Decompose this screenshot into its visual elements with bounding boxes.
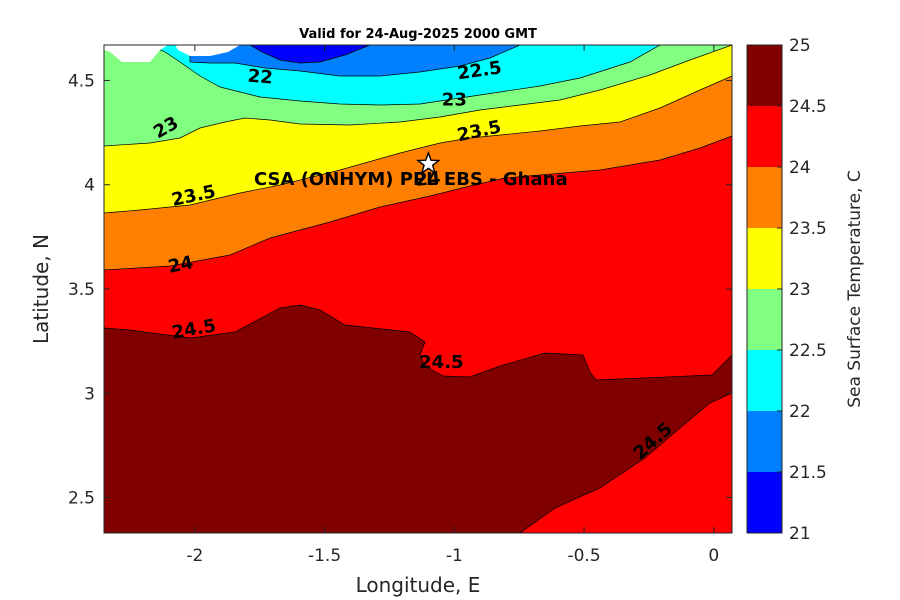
y-tick-label: 3: [84, 384, 95, 404]
x-tick-label: 0: [708, 546, 719, 566]
x-tick-label: -2: [186, 546, 203, 566]
y-tick-label: 2.5: [68, 489, 95, 509]
colorbar-tick-label: 24.5: [789, 97, 827, 117]
contour-label: 24.5: [419, 352, 463, 373]
site-marker: CSA (ONHYM) PPL EBS - Ghana: [254, 150, 568, 190]
colorbar-tick-label: 23.5: [789, 219, 827, 239]
star-icon: [415, 150, 441, 175]
y-tick-label: 3.5: [68, 280, 95, 300]
contour-label: 23: [442, 89, 467, 110]
x-tick-label: -1.5: [308, 546, 341, 566]
missing-data-patch: [104, 45, 168, 62]
band-24-24.5-lower: [519, 392, 732, 533]
colorbar-swatch: [747, 350, 782, 411]
x-tick-label: -1: [446, 546, 463, 566]
contour-label: 24: [166, 252, 195, 278]
colorbar-swatch: [747, 289, 782, 350]
colorbar-tick-label: 21.5: [789, 463, 827, 483]
colorbar-swatch: [747, 472, 782, 533]
site-label: CSA (ONHYM) PPL EBS - Ghana: [254, 169, 568, 190]
y-tick-label: 4.5: [68, 71, 95, 91]
y-tick-label: 4: [84, 176, 95, 196]
colorbar-tick-label: 22: [789, 402, 811, 422]
colorbar-swatch: [747, 106, 782, 167]
missing-data-patch-2: [175, 45, 240, 56]
colorbar: 21 21.5 22 22.5 23 23.5 24 24.5 25: [746, 36, 827, 544]
x-tick-label: -0.5: [567, 546, 600, 566]
colorbar-swatch: [747, 167, 782, 228]
y-axis-label: Latitude, N: [29, 234, 53, 344]
colorbar-swatch: [747, 411, 782, 472]
colorbar-swatch: [747, 228, 782, 289]
contour-label: 22: [247, 66, 274, 89]
x-axis-label: Longitude, E: [356, 573, 481, 597]
x-axis-ticks: -2 -1.5 -1 -0.5 0: [186, 45, 719, 566]
colorbar-tick-label: 23: [789, 280, 811, 300]
y-axis-ticks: 2.5 3 3.5 4 4.5: [68, 71, 732, 509]
colorbar-tick-label: 21: [789, 524, 811, 544]
colorbar-tick-label: 24: [789, 158, 811, 178]
colorbar-label: Sea Surface Temperature, C: [845, 170, 865, 408]
chart-title: Valid for 24-Aug-2025 2000 GMT: [299, 27, 537, 42]
colorbar-swatch: [747, 45, 782, 106]
band-21-21.5: [249, 45, 371, 64]
colorbar-tick-label: 25: [789, 36, 811, 56]
colorbar-tick-label: 22.5: [789, 341, 827, 361]
contour-field: [104, 45, 732, 533]
